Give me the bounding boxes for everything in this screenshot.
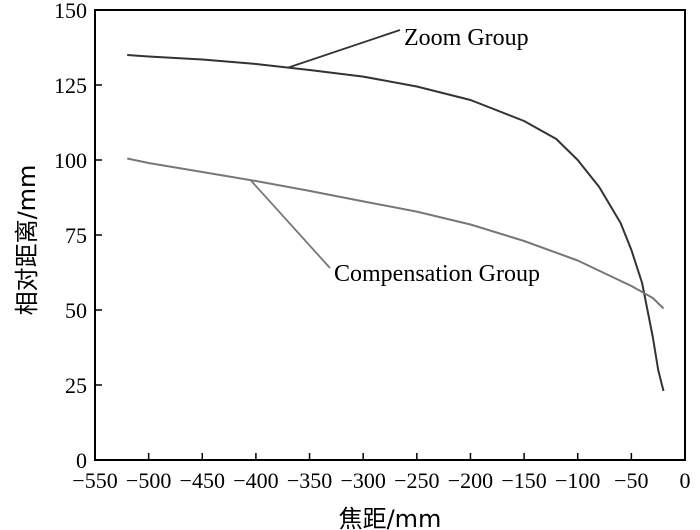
plot-frame	[94, 9, 686, 461]
x-tick-label: −450	[180, 468, 225, 493]
y-tick-label: 100	[54, 148, 87, 173]
series-line-zoom-group	[127, 54, 665, 392]
annotation-leader-line	[249, 179, 331, 269]
x-axis-ticks: −550 −500 −450 −400 −350 −300 −250 −200 −150 −100…	[72, 453, 691, 493]
series-line-compensation-group	[126, 157, 665, 310]
y-tick-label: 0	[76, 448, 87, 473]
x-tick-label: −200	[448, 468, 493, 493]
series-layer	[126, 54, 665, 392]
x-tick-label: −300	[340, 468, 385, 493]
annotation-leader-line	[287, 29, 401, 69]
y-tick-label: 50	[65, 298, 87, 323]
y-axis-ticks: 0 25 50 75 100 125 150	[54, 0, 102, 473]
x-tick-label: −350	[287, 468, 332, 493]
y-tick-label: 75	[65, 223, 87, 248]
x-tick-label: −50	[614, 468, 648, 493]
y-axis-title: 相对距离/mm	[13, 165, 41, 316]
annotation-label: Zoom Group	[404, 25, 529, 51]
plot-frame-group	[94, 9, 686, 461]
x-tick-label: −400	[233, 468, 278, 493]
x-tick-label: −550	[72, 468, 117, 493]
x-tick-label: −100	[555, 468, 600, 493]
x-tick-label: 0	[680, 468, 691, 493]
x-tick-label: −150	[501, 468, 546, 493]
x-tick-label: −250	[394, 468, 439, 493]
y-tick-label: 125	[54, 73, 87, 98]
y-tick-label: 25	[65, 373, 87, 398]
annotation-label: Compensation Group	[334, 261, 540, 287]
y-tick-label: 150	[54, 0, 87, 23]
annotation-layer: Zoom Group Compensation Group	[249, 25, 540, 287]
x-axis-title: 焦距/mm	[339, 505, 442, 530]
x-tick-label: −500	[126, 468, 171, 493]
